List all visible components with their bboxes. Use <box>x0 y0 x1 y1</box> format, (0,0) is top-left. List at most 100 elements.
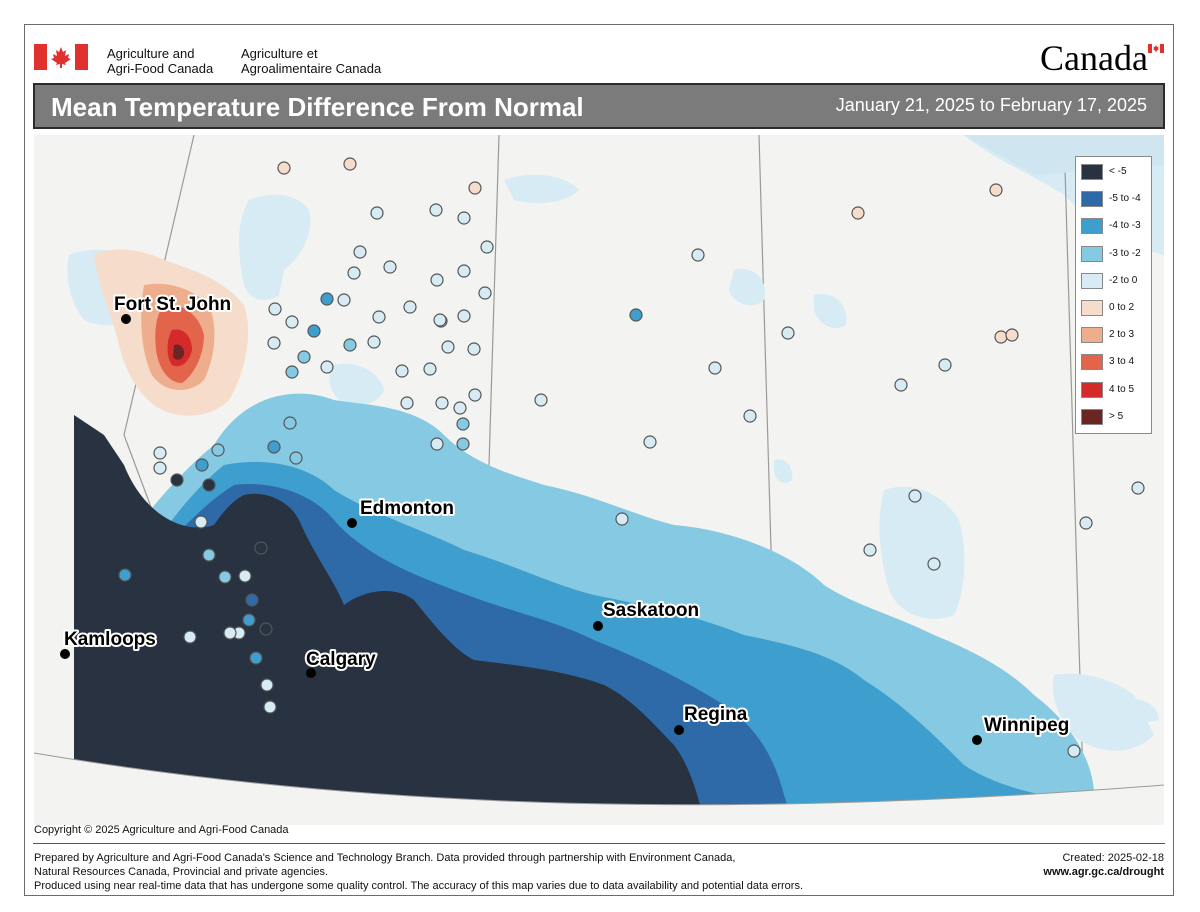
station-marker <box>307 324 321 338</box>
us-border <box>34 753 1164 825</box>
station-marker <box>781 326 795 340</box>
agency-en-line2: Agri-Food Canada <box>107 61 214 76</box>
agency-name-english: Agriculture and Agri-Food Canada <box>107 46 213 76</box>
wordmark-flag-icon <box>1148 44 1164 53</box>
station-marker <box>259 622 273 636</box>
legend-item: 3 to 4 <box>1081 354 1151 371</box>
station-marker <box>989 183 1003 197</box>
station-marker <box>894 378 908 392</box>
station-marker <box>242 613 256 627</box>
station-marker <box>194 515 208 529</box>
canada-wordmark: Canada <box>1040 36 1170 80</box>
station-marker <box>400 396 414 410</box>
city-kamloops: Kamloops <box>60 627 158 659</box>
station-marker <box>429 203 443 217</box>
station-marker <box>938 358 952 372</box>
legend-item: -4 to -3 <box>1081 218 1151 235</box>
station-marker <box>643 435 657 449</box>
station-marker <box>343 338 357 352</box>
station-marker <box>353 245 367 259</box>
station-marker <box>195 458 209 472</box>
legend-swatch <box>1081 164 1103 180</box>
station-marker <box>218 570 232 584</box>
footer-notes: Prepared by Agriculture and Agri-Food Ca… <box>34 851 803 893</box>
lakes <box>504 174 1159 722</box>
legend-label: 3 to 4 <box>1109 356 1135 368</box>
warm-anomaly-fort-st-john <box>94 249 249 416</box>
station-marker <box>118 568 132 582</box>
created-date: Created: 2025-02-18 <box>1062 852 1164 864</box>
station-marker <box>320 292 334 306</box>
temperature-map: Fort St. John Edmonton Kamloops Saskatoo… <box>34 135 1164 825</box>
agency-en-line1: Agriculture and <box>107 46 195 61</box>
city-marker <box>306 668 316 678</box>
station-marker <box>245 593 259 607</box>
city-marker <box>674 725 684 735</box>
legend-swatch <box>1081 272 1103 289</box>
legend-label: -2 to 0 <box>1109 274 1138 286</box>
station-marker <box>260 678 274 692</box>
legend-label: > 5 <box>1109 410 1124 422</box>
station-marker <box>268 302 282 316</box>
station-marker <box>1005 328 1019 342</box>
station-marker <box>691 248 705 262</box>
station-marker <box>441 340 455 354</box>
legend-item: 4 to 5 <box>1081 381 1151 398</box>
station-marker <box>430 437 444 451</box>
station-marker <box>629 308 643 322</box>
legend-item: 0 to 2 <box>1081 300 1151 316</box>
station-marker <box>456 437 470 451</box>
station-marker <box>433 313 447 327</box>
station-marker <box>277 161 291 175</box>
legend-item: > 5 <box>1081 408 1151 425</box>
station-marker <box>908 489 922 503</box>
city-fort-st-john: Fort St. John <box>112 292 233 324</box>
station-marker <box>708 361 722 375</box>
station-marker <box>453 401 467 415</box>
legend-swatch <box>1081 218 1103 235</box>
city-regina: Regina <box>674 702 750 735</box>
date-range: January 21, 2025 to February 17, 2025 <box>835 95 1147 115</box>
station-marker <box>615 512 629 526</box>
station-marker <box>367 335 381 349</box>
city-label-calgary: Calgary <box>306 649 376 670</box>
legend-label: 2 to 3 <box>1109 329 1135 341</box>
station-marker <box>456 417 470 431</box>
station-marker <box>153 446 167 460</box>
city-label-saskatoon: Saskatoon <box>603 600 699 621</box>
station-marker <box>467 342 481 356</box>
station-marker <box>743 409 757 423</box>
station-marker <box>478 286 492 300</box>
station-marker <box>337 293 351 307</box>
station-marker <box>863 543 877 557</box>
city-saskatoon: Saskatoon <box>593 598 701 631</box>
legend-swatch <box>1081 191 1103 208</box>
station-marker <box>153 461 167 475</box>
station-marker <box>370 206 384 220</box>
station-marker <box>851 206 865 220</box>
station-marker <box>289 451 303 465</box>
legend-label: 4 to 5 <box>1109 383 1135 395</box>
station-marker <box>285 365 299 379</box>
city-winnipeg: Winnipeg <box>972 713 1071 745</box>
station-marker <box>1079 516 1093 530</box>
title-bar: Mean Temperature Difference From Normal … <box>33 83 1165 129</box>
station-marker <box>343 157 357 171</box>
station-marker <box>383 260 397 274</box>
station-marker <box>263 700 277 714</box>
station-marker <box>430 273 444 287</box>
station-marker <box>1131 481 1145 495</box>
station-marker <box>994 330 1008 344</box>
city-marker <box>60 649 70 659</box>
canada-wordmark-text: Canada <box>1040 38 1148 78</box>
legend-label: -5 to -4 <box>1109 193 1141 205</box>
station-marker <box>267 440 281 454</box>
map-area[interactable]: Fort St. John Edmonton Kamloops Saskatoo… <box>34 135 1164 825</box>
city-label-kamloops: Kamloops <box>64 629 156 650</box>
city-marker <box>593 621 603 631</box>
drought-url-link[interactable]: www.agr.gc.ca/drought <box>1043 866 1164 878</box>
station-marker <box>927 557 941 571</box>
copyright: Copyright © 2025 Agriculture and Agri-Fo… <box>34 824 289 836</box>
city-label-fort-st-john: Fort St. John <box>114 294 231 315</box>
city-label-winnipeg: Winnipeg <box>984 715 1069 736</box>
